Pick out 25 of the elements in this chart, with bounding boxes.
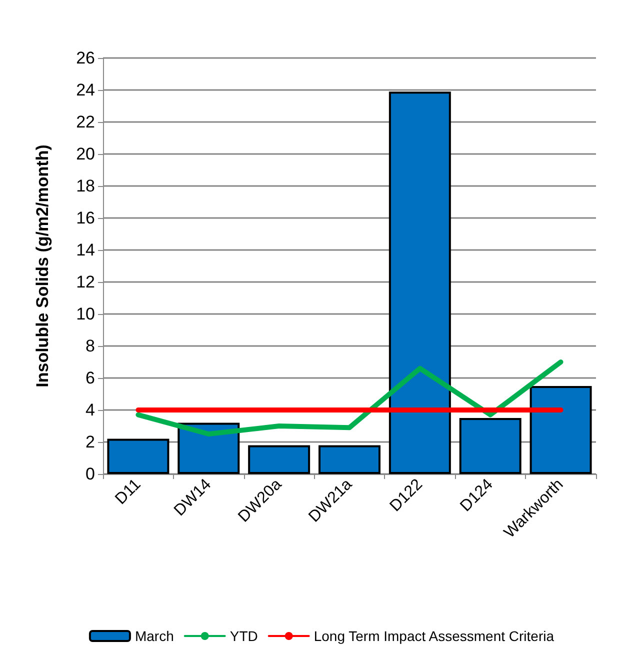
bar	[248, 445, 310, 474]
y-tick-label: 4	[86, 400, 95, 420]
y-tick-label: 6	[86, 368, 95, 388]
bar	[459, 418, 522, 474]
y-tick-label: 22	[76, 112, 95, 132]
bar	[530, 386, 592, 474]
y-tick-label: 20	[76, 144, 95, 164]
y-tick-label: 10	[76, 304, 95, 324]
y-tick-label: 2	[86, 432, 95, 452]
y-tick-label: 24	[76, 80, 95, 100]
bar	[318, 445, 380, 474]
y-tick-label: 18	[76, 176, 95, 196]
bar	[388, 92, 451, 474]
legend-label: March	[134, 628, 174, 644]
y-tick-label: 12	[76, 272, 95, 292]
y-tick-label: 8	[86, 336, 95, 356]
y-tick-label: 14	[76, 240, 95, 260]
bar	[107, 438, 170, 474]
legend-label: YTD	[230, 628, 258, 644]
legend-label: Long Term Impact Assessment Criteria	[314, 628, 554, 644]
y-tick-label: 0	[86, 464, 95, 484]
y-axis-title: Insoluble Solids (g/m2/month)	[33, 144, 52, 388]
y-tick-label: 16	[76, 208, 95, 228]
x-tick-label: D11	[112, 476, 144, 508]
y-tick-label: 26	[76, 48, 95, 68]
